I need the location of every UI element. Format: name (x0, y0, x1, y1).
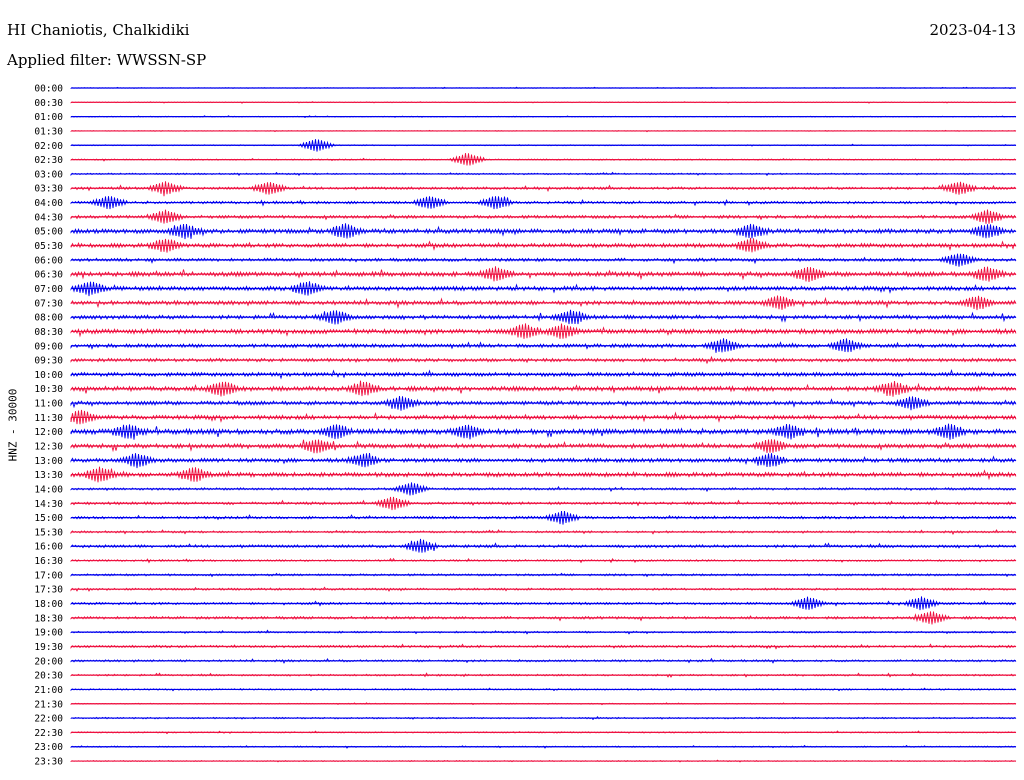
time-label: 05:00 (34, 227, 63, 238)
time-label: 15:30 (34, 527, 63, 538)
time-label: 23:00 (34, 742, 63, 753)
time-label: 06:00 (34, 255, 63, 266)
time-label: 18:30 (34, 613, 63, 624)
time-label: 20:30 (34, 671, 63, 682)
time-label: 13:30 (34, 470, 63, 481)
time-label: 09:00 (34, 341, 63, 352)
time-label: 19:30 (34, 642, 63, 653)
filter-label: Applied filter: WWSSN-SP (7, 51, 207, 69)
time-label: 19:00 (34, 628, 63, 639)
time-label: 22:00 (34, 714, 63, 725)
time-label: 20:00 (34, 656, 63, 667)
time-label: 17:30 (34, 585, 63, 596)
time-label: 08:00 (34, 313, 63, 324)
time-label: 04:00 (34, 198, 63, 209)
time-label: 16:00 (34, 542, 63, 553)
time-label: 07:00 (34, 284, 63, 295)
time-label: 02:30 (34, 155, 63, 166)
time-label: 07:30 (34, 298, 63, 309)
station-title: HI Chaniotis, Chalkidiki (7, 21, 190, 39)
time-label: 01:00 (34, 112, 63, 123)
time-label: 01:30 (34, 126, 63, 137)
time-label: 21:30 (34, 699, 63, 710)
time-label: 02:00 (34, 141, 63, 152)
time-label: 23:30 (34, 757, 63, 768)
time-label: 00:30 (34, 98, 63, 109)
time-label: 10:00 (34, 370, 63, 381)
time-label: 21:00 (34, 685, 63, 696)
time-label: 18:00 (34, 599, 63, 610)
time-label: 06:30 (34, 270, 63, 281)
time-label: 08:30 (34, 327, 63, 338)
time-label: 13:00 (34, 456, 63, 467)
time-label: 17:00 (34, 570, 63, 581)
time-label: 15:00 (34, 513, 63, 524)
time-label: 16:30 (34, 556, 63, 567)
time-label: 00:00 (34, 84, 63, 95)
time-label: 03:00 (34, 169, 63, 180)
time-label: 11:30 (34, 413, 63, 424)
time-label: 03:30 (34, 184, 63, 195)
time-label: 11:00 (34, 399, 63, 410)
date-label: 2023-04-13 (929, 21, 1016, 39)
time-label: 10:30 (34, 384, 63, 395)
time-label: 22:30 (34, 728, 63, 739)
trace-line (70, 323, 1017, 339)
time-label: 14:30 (34, 499, 63, 510)
time-label: 04:30 (34, 212, 63, 223)
time-label: 05:30 (34, 241, 63, 252)
time-label: 12:30 (34, 442, 63, 453)
time-label: 09:30 (34, 356, 63, 367)
time-label: 12:00 (34, 427, 63, 438)
time-label: 14:00 (34, 484, 63, 495)
